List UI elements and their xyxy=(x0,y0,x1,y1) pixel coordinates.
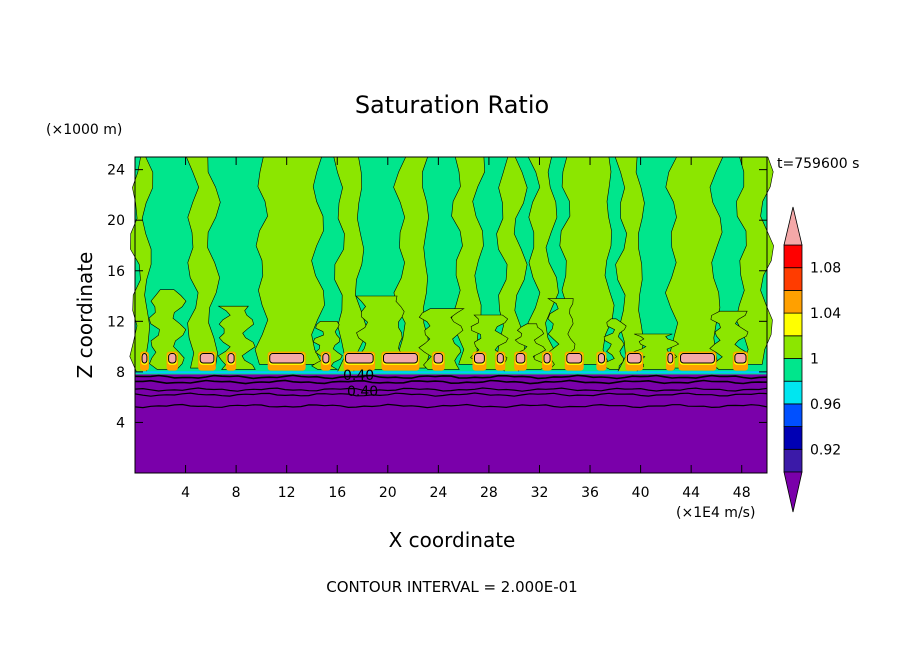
heatmap-region-100-102 xyxy=(602,318,627,370)
heatmap-region-above-110 xyxy=(322,353,330,364)
colorbar-label: 0.96 xyxy=(810,397,841,413)
colorbar-band xyxy=(783,312,803,337)
y-tick-label: 24 xyxy=(107,163,125,179)
heatmap-region-above-110 xyxy=(734,353,747,364)
colorbar-bottom-arrow xyxy=(783,471,803,513)
colorbar-band xyxy=(783,335,803,359)
y-axis-ticks: 4 8 12 16 20 24 xyxy=(107,163,767,431)
heatmap-region-above-110 xyxy=(667,353,674,364)
heatmap-region-above-110 xyxy=(141,353,148,364)
x-tick-label: 28 xyxy=(480,485,498,501)
colorbar-band xyxy=(783,358,803,382)
x-tick-label: 20 xyxy=(379,485,397,501)
colorbar-band xyxy=(783,448,803,473)
heatmap-region-above-110 xyxy=(515,353,526,364)
heatmap-region-100-102 xyxy=(355,295,405,370)
colorbar-band xyxy=(783,244,803,269)
heatmap-region-below-090 xyxy=(135,374,767,473)
x-tick-label: 48 xyxy=(733,485,751,501)
x-tick-label: 40 xyxy=(632,485,650,501)
heatmap-region-096-098 xyxy=(135,371,767,374)
y-tick-label: 16 xyxy=(107,264,125,280)
x-tick-label: 44 xyxy=(682,485,700,501)
heatmap-region-above-110 xyxy=(597,353,605,364)
colorbar-top-arrow xyxy=(783,206,803,246)
y-tick-label: 12 xyxy=(107,314,125,330)
heatmap-region-100-102 xyxy=(311,320,343,370)
heatmap-region-above-110 xyxy=(496,353,504,364)
plot-frame xyxy=(134,156,768,474)
heatmap-region-above-110 xyxy=(566,353,583,364)
x-tick-label: 32 xyxy=(531,485,549,501)
y-tick-label: 8 xyxy=(116,365,125,381)
colorbar-label: 0.92 xyxy=(810,442,841,458)
heatmap-region-above-110 xyxy=(345,353,374,364)
colorbar: 1.08 1.04 1 0.96 0.92 xyxy=(783,206,841,513)
heatmap-region-above-110 xyxy=(626,353,642,364)
x-tick-label: 12 xyxy=(278,485,296,501)
x-unit-label: (×1E4 m/s) xyxy=(676,505,755,521)
heatmap-region-above-110 xyxy=(168,353,177,364)
time-label: t=759600 s xyxy=(777,156,859,172)
x-axis-ticks: 4 8 12 16 20 24 28 32 36 40 44 48 xyxy=(181,157,751,501)
contour-line xyxy=(134,374,768,380)
contour-line xyxy=(134,403,768,409)
x-tick-label: 16 xyxy=(328,485,346,501)
heatmap-region-100-102 xyxy=(418,308,465,370)
x-tick-label: 4 xyxy=(181,485,190,501)
contour-label: 0.40 xyxy=(347,384,378,400)
heatmap-region-above-110 xyxy=(227,353,235,364)
chart-title: Saturation Ratio xyxy=(355,91,549,119)
heatmap-region-above-110 xyxy=(382,353,418,364)
heatmap-region-above-110 xyxy=(473,353,485,364)
y-axis-label: Z coordinate xyxy=(73,252,97,379)
y-unit-label: (×1000 m) xyxy=(46,122,122,138)
plot-area xyxy=(129,156,774,473)
y-tick-label: 4 xyxy=(116,415,125,431)
colorbar-label: 1.04 xyxy=(810,306,841,322)
contour-line xyxy=(134,387,768,392)
x-tick-label: 8 xyxy=(232,485,241,501)
contour-lines xyxy=(134,374,768,409)
contour-line xyxy=(134,392,768,397)
contour-line xyxy=(135,379,768,385)
colorbar-band xyxy=(783,403,803,427)
heatmap-region-above-110 xyxy=(680,353,715,364)
colorbar-band xyxy=(783,267,803,291)
contour-label: 0.40 xyxy=(343,368,374,384)
heatmap-region-above-110 xyxy=(543,353,551,364)
heatmap-region-above-110 xyxy=(433,353,444,364)
x-axis-label: X coordinate xyxy=(389,528,516,552)
colorbar-label: 1.08 xyxy=(810,261,841,277)
contour-interval-label: CONTOUR INTERVAL = 2.000E-01 xyxy=(326,578,577,596)
x-tick-label: 36 xyxy=(581,485,599,501)
x-tick-label: 24 xyxy=(429,485,447,501)
colorbar-band xyxy=(783,426,803,450)
colorbar-label: 1 xyxy=(810,352,819,368)
heatmap-region-above-110 xyxy=(269,353,305,364)
colorbar-band xyxy=(783,380,803,405)
heatmap-region-above-110 xyxy=(199,353,215,364)
heatmap-region-100-102 xyxy=(148,289,187,370)
y-tick-label: 20 xyxy=(107,213,125,229)
colorbar-band xyxy=(783,289,803,314)
